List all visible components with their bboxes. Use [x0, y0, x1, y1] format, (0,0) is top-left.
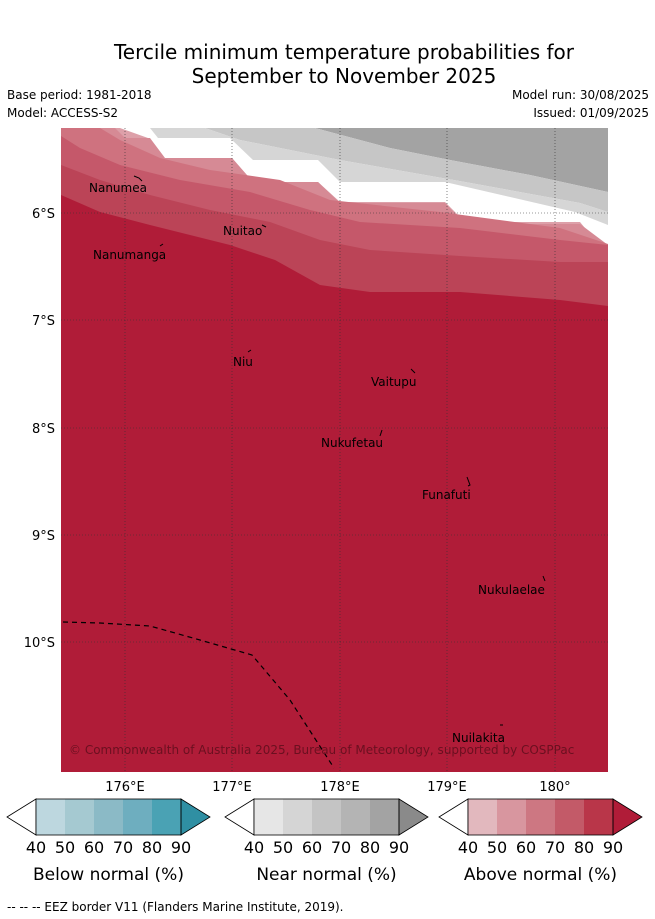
- colorbar-tick-label: 50: [487, 838, 507, 857]
- above-normal-90-zone: [61, 195, 608, 772]
- colorbar-outline: [35, 798, 182, 836]
- colorbar-tick-label: 70: [545, 838, 565, 857]
- model-name: Model: ACCESS-S2: [7, 106, 119, 120]
- map-title: Tercile minimum temperature probabilitie…: [0, 40, 655, 88]
- colorbar-segment: [94, 799, 123, 835]
- colorbar-tick-label: 60: [302, 838, 322, 857]
- colorbar-max-extension: [398, 798, 429, 836]
- island-label: Vaitupu: [371, 375, 417, 389]
- copyright-notice: © Commonwealth of Australia 2025, Bureau…: [69, 743, 574, 757]
- island-label: Nanumanga: [93, 248, 166, 262]
- colorbar-max-extension: [180, 798, 211, 836]
- colorbar-tick-label: 90: [389, 838, 409, 857]
- island-label: Nuilakita: [452, 731, 505, 745]
- eez-footnote: -- -- -- EEZ border V11 (Flanders Marine…: [7, 900, 344, 914]
- lat-label: 8°S: [32, 422, 55, 437]
- colorbar-tick-label: 60: [516, 838, 536, 857]
- colorbar-max-extension: [612, 798, 643, 836]
- colorbar-segment: [584, 799, 613, 835]
- colorbar-outline: [467, 798, 614, 836]
- colorbar-segment: [370, 799, 399, 835]
- colorbar-segment: [497, 799, 526, 835]
- issued-date: Issued: 01/09/2025: [533, 106, 649, 120]
- graticule: [61, 128, 608, 772]
- near-normal-70-zone: [205, 128, 608, 212]
- lon-label: 180°: [539, 780, 570, 795]
- colorbar-segment: [526, 799, 555, 835]
- colorbar-segment: [123, 799, 152, 835]
- lon-label: 177°E: [212, 780, 252, 795]
- colorbar-title: Below normal (%): [33, 865, 184, 885]
- colorbar-min-extension: [6, 798, 37, 836]
- island-label: Nukulaelae: [478, 583, 545, 597]
- lat-label: 9°S: [32, 529, 55, 544]
- colorbar-tick-label: 50: [273, 838, 293, 857]
- lat-label: 7°S: [32, 314, 55, 329]
- map-title-line2: September to November 2025: [191, 64, 497, 88]
- colorbar-segment: [468, 799, 497, 835]
- colorbar-tick-label: 90: [603, 838, 623, 857]
- island-label: Nukufetau: [321, 436, 383, 450]
- colorbar-tick-label: 40: [244, 838, 264, 857]
- island-label: Nuitao: [223, 224, 262, 238]
- colorbar-segment: [341, 799, 370, 835]
- lon-label: 179°E: [427, 780, 467, 795]
- colorbar-tick-label: 40: [26, 838, 46, 857]
- colorbar-min-extension: [438, 798, 469, 836]
- island-markers: [133, 175, 546, 726]
- lat-label: 10°S: [24, 636, 55, 651]
- colorbar-tick-label: 90: [171, 838, 191, 857]
- colorbar-outline: [253, 798, 400, 836]
- colorbar-segment: [254, 799, 283, 835]
- colorbar-tick-label: 80: [574, 838, 594, 857]
- eez-border: [62, 621, 335, 769]
- lat-label: 6°S: [32, 207, 55, 222]
- colorbar-title: Above normal (%): [464, 865, 617, 885]
- colorbar-segment: [312, 799, 341, 835]
- colorbar-tick-label: 70: [113, 838, 133, 857]
- colorbar: 40 50 60 70 80 90 Below normal (%): [6, 798, 211, 885]
- near-normal-60-zone: [150, 128, 608, 225]
- colorbar-min-extension: [224, 798, 255, 836]
- colorbar: 40 50 60 70 80 90 Above normal (%): [438, 798, 643, 885]
- colorbar-segment: [152, 799, 181, 835]
- map-title-line1: Tercile minimum temperature probabilitie…: [113, 40, 575, 64]
- probability-field: Nanumea Nuitao Nanumanga Niu Vaitupu Nuk…: [61, 128, 608, 772]
- colorbar-segment: [36, 799, 65, 835]
- lon-label: 176°E: [105, 780, 145, 795]
- island-label: Nanumea: [89, 181, 147, 195]
- colorbar: 40 50 60 70 80 90 Near normal (%): [224, 798, 429, 885]
- island-label: Funafuti: [422, 488, 471, 502]
- colorbar-segment: [555, 799, 584, 835]
- island-label: Niu: [233, 355, 253, 369]
- base-period: Base period: 1981-2018: [7, 88, 152, 102]
- lon-label: 178°E: [320, 780, 360, 795]
- colorbar-tick-label: 80: [142, 838, 162, 857]
- colorbar-segment: [283, 799, 312, 835]
- near-normal-90-zone: [315, 128, 608, 192]
- colorbar-legends: 40 50 60 70 80 90 Below normal (%) 40 50 60 70 80 90…: [6, 798, 643, 885]
- colorbar-tick-label: 60: [84, 838, 104, 857]
- colorbar-tick-label: 70: [331, 838, 351, 857]
- model-run: Model run: 30/08/2025: [511, 88, 649, 102]
- colorbar-segment: [65, 799, 94, 835]
- colorbar-tick-label: 80: [360, 838, 380, 857]
- colorbar-tick-label: 50: [55, 838, 75, 857]
- colorbar-title: Near normal (%): [256, 865, 396, 885]
- colorbar-tick-label: 40: [458, 838, 478, 857]
